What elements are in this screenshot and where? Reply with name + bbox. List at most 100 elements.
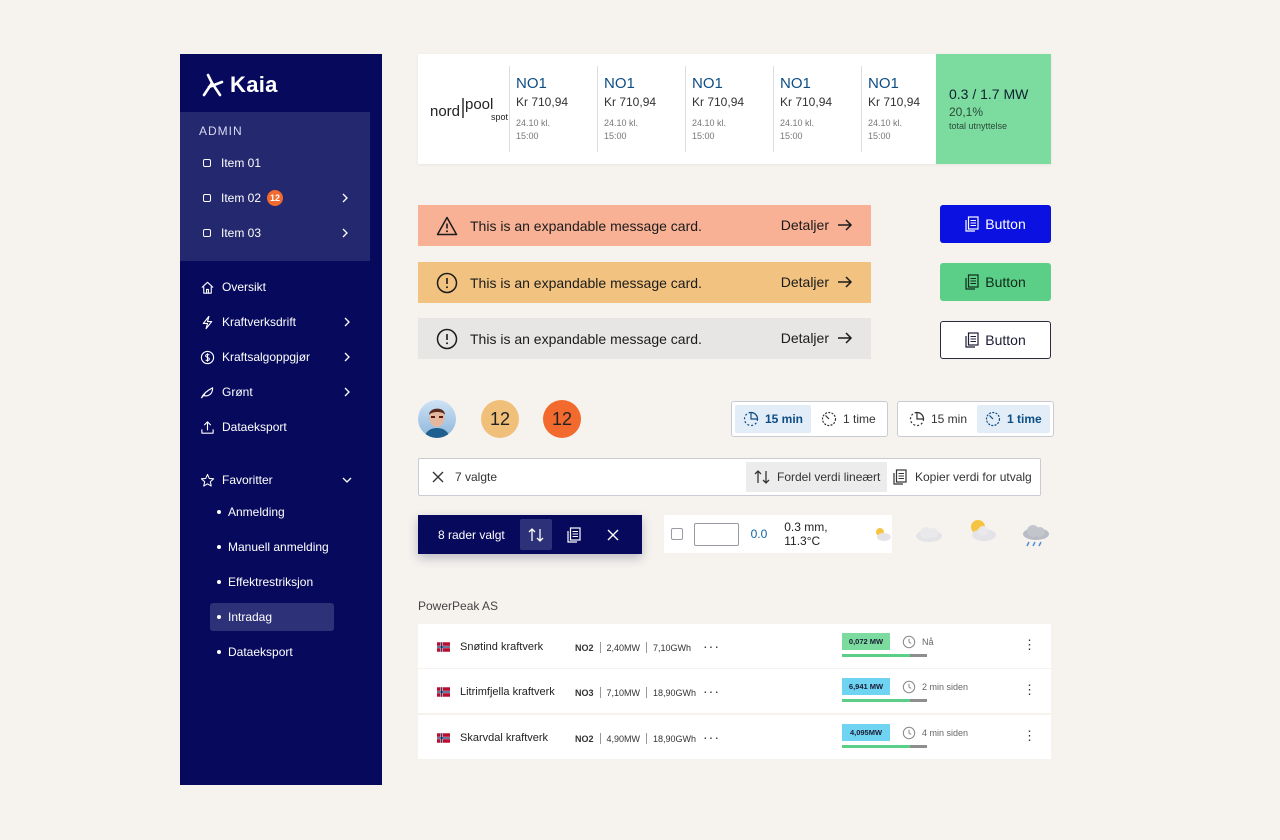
quarter-clock-icon bbox=[909, 411, 925, 427]
option-1-time[interactable]: 1 time bbox=[813, 405, 884, 433]
favorite-manuell-anmelding[interactable]: Manuell anmelding bbox=[210, 533, 334, 561]
details-link[interactable]: Detaljer bbox=[781, 217, 853, 233]
details-link[interactable]: Detaljer bbox=[781, 274, 853, 290]
cloud-icon bbox=[916, 527, 942, 542]
plant-energy: 18,90GWh bbox=[653, 733, 697, 744]
nav-label: Dataeksport bbox=[222, 420, 287, 434]
plant-name: Snøtind kraftverk bbox=[460, 641, 544, 653]
favorite-intradag[interactable]: Intradag bbox=[210, 603, 334, 631]
plant-power: 7,10MW bbox=[606, 687, 641, 698]
distribute-button[interactable] bbox=[520, 519, 552, 550]
plant-row[interactable]: Skarvdal kraftverk NO2 4,90MW 18,90GWh ·… bbox=[418, 715, 1051, 759]
price-column: NO1 Kr 710,94 24.10 kl. 15:00 bbox=[597, 66, 685, 152]
more-horizontal-icon[interactable]: ··· bbox=[703, 683, 720, 699]
price-time: 15:00 bbox=[780, 130, 803, 141]
plant-meta: NO2 2,40MW 7,10GWh bbox=[575, 642, 691, 653]
update-time: 4 min siden bbox=[922, 728, 969, 738]
warning-triangle-icon bbox=[436, 216, 458, 236]
more-vertical-icon[interactable]: ⋮ bbox=[1023, 637, 1036, 652]
clock-icon bbox=[902, 635, 916, 649]
nav-item-favoritter[interactable]: Favoritter bbox=[180, 465, 370, 495]
home-icon bbox=[199, 279, 215, 295]
count-badge-yellow: 12 bbox=[481, 400, 519, 438]
message-card-warning[interactable]: This is an expandable message card. Deta… bbox=[418, 205, 871, 246]
close-button[interactable] bbox=[597, 519, 629, 550]
more-vertical-icon[interactable]: ⋮ bbox=[1023, 728, 1036, 743]
count-badge-orange: 12 bbox=[543, 400, 581, 438]
price-column: NO1 Kr 710,94 24.10 kl. 15:00 bbox=[685, 66, 773, 152]
mw-badge: 4,095MW bbox=[842, 724, 890, 741]
more-vertical-icon[interactable]: ⋮ bbox=[1023, 682, 1036, 697]
utilization-label: total utnyttelse bbox=[949, 121, 1008, 131]
message-card-neutral[interactable]: This is an expandable message card. Deta… bbox=[418, 318, 871, 359]
plant-row[interactable]: Litrimfjella kraftverk NO3 7,10MW 18,90G… bbox=[418, 669, 1051, 713]
favorite-dataeksport[interactable]: Dataeksport bbox=[210, 638, 334, 666]
option-label: 1 time bbox=[843, 412, 876, 426]
kaia-logo[interactable]: Kaia bbox=[200, 72, 278, 98]
rain-cloud-icon bbox=[1023, 525, 1049, 547]
favorite-label: Manuell anmelding bbox=[228, 540, 329, 554]
admin-item-01[interactable]: Item 01 bbox=[180, 148, 370, 178]
message-text: This is an expandable message card. bbox=[470, 217, 702, 234]
chevron-right-icon bbox=[344, 387, 350, 397]
price-timestamp: 24.10 kl. 15:00 bbox=[868, 117, 918, 142]
primary-button[interactable]: Button bbox=[940, 205, 1051, 243]
plant-name: Litrimfjella kraftverk bbox=[460, 686, 555, 698]
copy-value-button[interactable]: Kopier verdi for utvalg bbox=[889, 462, 1036, 492]
nav-item-kraftverksdrift[interactable]: Kraftverksdrift bbox=[180, 307, 370, 337]
weather-cell: 0.0 0.3 mm, 11.3°C bbox=[664, 515, 892, 553]
nordpool-logo-word-2: pool bbox=[465, 96, 493, 113]
row-checkbox[interactable] bbox=[671, 528, 683, 540]
nav-item-oversikt[interactable]: Oversikt bbox=[180, 272, 370, 302]
nav-item-dataeksport[interactable]: Dataeksport bbox=[180, 412, 370, 442]
distribute-label: Fordel verdi lineært bbox=[777, 470, 881, 484]
admin-item-03[interactable]: Item 03 bbox=[180, 218, 370, 248]
nordpool-logo-word-1: nord bbox=[430, 103, 460, 120]
outline-button[interactable]: Button bbox=[940, 321, 1051, 359]
price-zone: NO1 bbox=[692, 75, 723, 92]
details-link[interactable]: Detaljer bbox=[781, 330, 853, 346]
clipboard-icon bbox=[965, 216, 979, 232]
option-15-min[interactable]: 15 min bbox=[735, 405, 812, 433]
star-icon bbox=[199, 472, 215, 488]
price-column: NO1 Kr 710,94 24.10 kl. 15:00 bbox=[861, 66, 949, 152]
plant-energy: 7,10GWh bbox=[653, 642, 692, 653]
norway-flag-icon bbox=[437, 642, 450, 652]
favorite-effektrestriksjon[interactable]: Effektrestriksjon bbox=[210, 568, 334, 596]
more-horizontal-icon[interactable]: ··· bbox=[703, 638, 720, 654]
price-date: 24.10 kl. bbox=[604, 118, 639, 128]
bullet-icon bbox=[217, 545, 221, 549]
price-timestamp: 24.10 kl. 15:00 bbox=[604, 117, 654, 142]
option-15-min[interactable]: 15 min bbox=[901, 405, 975, 433]
message-text: This is an expandable message card. bbox=[470, 330, 702, 347]
favorite-label: Anmelding bbox=[228, 505, 285, 519]
more-horizontal-icon[interactable]: ··· bbox=[703, 729, 720, 745]
copy-label: Kopier verdi for utvalg bbox=[915, 470, 1032, 484]
value-input[interactable] bbox=[693, 522, 739, 546]
upload-icon bbox=[199, 419, 215, 435]
price-timestamp: 24.10 kl. 15:00 bbox=[516, 117, 566, 142]
copy-button[interactable] bbox=[558, 519, 590, 550]
update-time: Nå bbox=[922, 637, 934, 647]
nav-item-gront[interactable]: Grønt bbox=[180, 377, 370, 407]
square-icon bbox=[203, 229, 211, 237]
lightning-icon bbox=[199, 314, 215, 330]
success-button[interactable]: Button bbox=[940, 263, 1051, 301]
price-date: 24.10 kl. bbox=[692, 118, 727, 128]
price-column: NO1 Kr 710,94 24.10 kl. 15:00 bbox=[773, 66, 861, 152]
admin-item-label: Item 03 bbox=[221, 226, 262, 240]
favorite-anmelding[interactable]: Anmelding bbox=[210, 498, 334, 526]
nav-item-kraftsalgoppgjor[interactable]: Kraftsalgoppgjør bbox=[180, 342, 370, 372]
message-card-notice[interactable]: This is an expandable message card. Deta… bbox=[418, 262, 871, 303]
close-icon[interactable] bbox=[431, 470, 445, 484]
plant-row[interactable]: Snøtind kraftverk NO2 2,40MW 7,10GWh ···… bbox=[418, 624, 1051, 668]
plant-name: Skarvdal kraftverk bbox=[460, 732, 549, 744]
plant-meta: NO2 4,90MW 18,90GWh bbox=[575, 733, 696, 744]
option-1-time[interactable]: 1 time bbox=[977, 405, 1050, 433]
admin-item-02[interactable]: Item 02 12 bbox=[180, 183, 370, 213]
avatar[interactable] bbox=[418, 400, 456, 438]
distribute-linear-button[interactable]: Fordel verdi lineært bbox=[746, 462, 888, 492]
plant-power: 4,90MW bbox=[606, 733, 641, 744]
price-date: 24.10 kl. bbox=[868, 118, 903, 128]
square-icon bbox=[203, 159, 211, 167]
